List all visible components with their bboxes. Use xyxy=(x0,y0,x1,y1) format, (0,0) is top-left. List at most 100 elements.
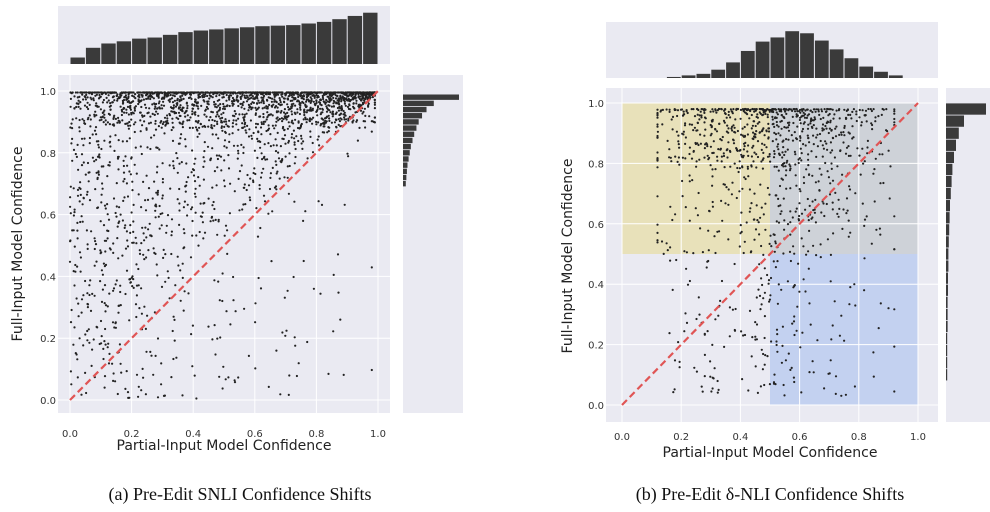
scatter-point xyxy=(140,287,143,290)
scatter-point xyxy=(76,229,79,232)
scatter-point xyxy=(158,148,161,151)
scatter-point xyxy=(743,176,746,179)
scatter-point xyxy=(283,134,287,137)
scatter-point xyxy=(794,153,797,156)
scatter-point xyxy=(145,174,148,177)
scatter-point xyxy=(227,91,230,94)
scatter-point xyxy=(237,376,240,379)
scatter-point xyxy=(172,91,175,94)
scatter-point xyxy=(152,97,155,100)
scatter-point xyxy=(191,168,195,171)
scatter-point xyxy=(180,161,183,164)
scatter-point xyxy=(122,159,125,162)
scatter-point xyxy=(703,134,706,137)
scatter-point xyxy=(824,161,827,165)
scatter-point xyxy=(870,109,874,113)
scatter-point xyxy=(94,243,98,246)
scatter-point xyxy=(144,226,147,229)
scatter-point xyxy=(214,353,217,356)
scatter-point xyxy=(266,91,269,94)
scatter-point xyxy=(795,108,798,111)
scatter-point xyxy=(183,232,186,235)
scatter-point xyxy=(774,108,778,111)
scatter-point xyxy=(848,303,851,306)
scatter-point xyxy=(777,205,780,208)
scatter-point xyxy=(786,159,789,162)
scatter-point xyxy=(243,96,246,99)
scatter-point xyxy=(188,119,191,122)
scatter-point xyxy=(158,106,161,109)
scatter-point xyxy=(741,378,744,381)
scatter-point xyxy=(83,137,86,140)
scatter-point xyxy=(240,106,243,109)
scatter-point xyxy=(151,96,154,99)
scatter-point xyxy=(781,140,784,143)
scatter-point xyxy=(330,98,333,101)
scatter-point xyxy=(178,162,181,165)
scatter-point xyxy=(271,210,274,213)
scatter-point xyxy=(132,286,135,289)
scatter-point xyxy=(743,135,747,138)
scatter-point xyxy=(158,227,161,230)
scatter-point xyxy=(191,110,194,113)
x-tick-label: 0.4 xyxy=(185,429,201,440)
scatter-point xyxy=(84,279,87,283)
scatter-point xyxy=(714,108,717,111)
scatter-point xyxy=(255,207,258,210)
scatter-point xyxy=(831,108,834,111)
scatter-point xyxy=(791,322,794,325)
scatter-point xyxy=(222,96,225,99)
top-histogram-bar xyxy=(696,73,711,78)
scatter-point xyxy=(284,116,287,120)
scatter-point xyxy=(830,338,833,341)
top-histogram-bar xyxy=(666,76,681,78)
scatter-point xyxy=(226,104,229,107)
scatter-point xyxy=(319,124,322,127)
scatter-point xyxy=(228,104,231,108)
scatter-point xyxy=(812,119,815,122)
top-histogram-bar xyxy=(740,50,755,78)
scatter-point xyxy=(173,95,176,98)
scatter-point xyxy=(141,367,144,370)
scatter-point xyxy=(225,93,228,97)
scatter-point xyxy=(217,280,220,283)
scatter-point xyxy=(130,211,133,214)
scatter-point xyxy=(808,302,811,305)
scatter-point xyxy=(256,123,259,126)
scatter-point xyxy=(89,309,93,312)
scatter-point xyxy=(112,123,115,126)
top-histogram-bar xyxy=(301,23,316,64)
y-tick-label: 0.2 xyxy=(588,341,604,352)
right-histogram-bar xyxy=(946,332,948,345)
scatter-point xyxy=(741,187,744,190)
scatter-point xyxy=(304,91,307,94)
scatter-point xyxy=(86,161,90,165)
scatter-point xyxy=(802,122,805,125)
scatter-point xyxy=(143,114,146,117)
scatter-point xyxy=(734,307,737,311)
scatter-point xyxy=(143,91,146,94)
scatter-point xyxy=(221,387,224,390)
scatter-point xyxy=(716,109,719,112)
scatter-point xyxy=(675,130,679,133)
scatter-point xyxy=(339,91,342,94)
scatter-point xyxy=(259,146,262,149)
scatter-point xyxy=(341,91,344,94)
scatter-point xyxy=(805,253,808,256)
scatter-point xyxy=(854,304,857,307)
scatter-point xyxy=(724,112,727,116)
scatter-point xyxy=(320,203,324,206)
scatter-point xyxy=(170,234,173,237)
scatter-point xyxy=(224,130,227,133)
scatter-point xyxy=(767,137,770,140)
scatter-point xyxy=(804,290,807,293)
scatter-point xyxy=(137,267,140,271)
scatter-point xyxy=(149,115,152,118)
scatter-point xyxy=(338,120,341,123)
scatter-point xyxy=(69,212,72,215)
scatter-point xyxy=(125,96,128,99)
scatter-point xyxy=(292,129,295,132)
scatter-point xyxy=(798,214,801,218)
scatter-point xyxy=(824,124,827,128)
scatter-point xyxy=(303,113,306,117)
